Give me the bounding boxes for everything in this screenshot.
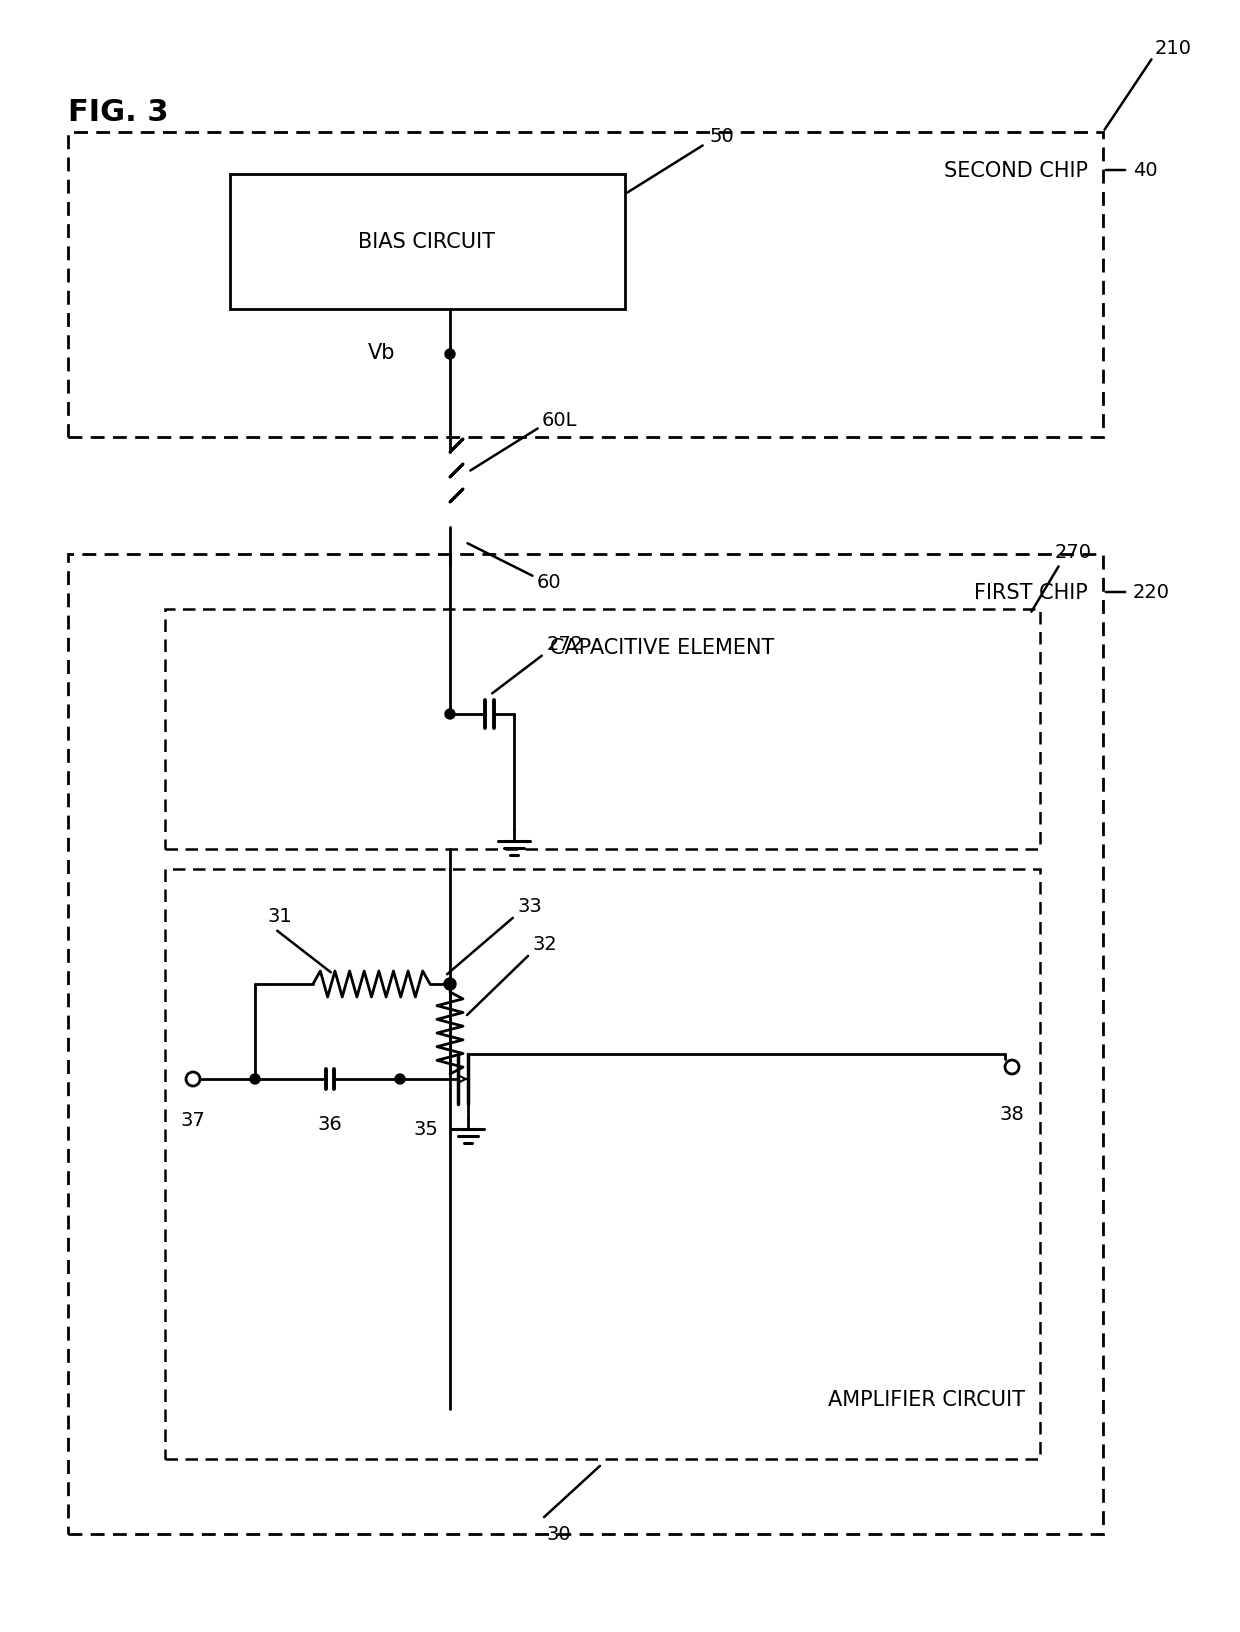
Text: 37: 37	[181, 1110, 206, 1129]
Circle shape	[250, 1074, 260, 1084]
Circle shape	[445, 710, 455, 720]
Bar	[68, 132, 1104, 437]
Bar	[229, 175, 625, 310]
Text: 272: 272	[547, 635, 584, 654]
Text: 33: 33	[518, 898, 543, 916]
Bar	[165, 870, 1040, 1459]
Text: AMPLIFIER CIRCUIT: AMPLIFIER CIRCUIT	[828, 1389, 1025, 1408]
Text: 40: 40	[1133, 162, 1158, 181]
Text: BIAS CIRCUIT: BIAS CIRCUIT	[358, 232, 496, 251]
Text: 32: 32	[533, 935, 558, 955]
Text: Vb: Vb	[367, 343, 396, 362]
Text: 60L: 60L	[542, 410, 578, 429]
Circle shape	[396, 1074, 405, 1084]
Text: CAPACITIVE ELEMENT: CAPACITIVE ELEMENT	[549, 638, 774, 658]
Circle shape	[445, 349, 455, 359]
Text: FIRST CHIP: FIRST CHIP	[975, 583, 1087, 602]
Text: 210: 210	[1154, 39, 1192, 57]
Text: 38: 38	[999, 1105, 1024, 1124]
Text: SECOND CHIP: SECOND CHIP	[944, 162, 1087, 181]
Text: 30: 30	[547, 1524, 572, 1544]
Bar	[165, 610, 1040, 850]
Text: 220: 220	[1133, 583, 1171, 602]
Text: FIG. 3: FIG. 3	[68, 98, 169, 127]
Text: 50: 50	[711, 127, 735, 147]
Text: 60: 60	[537, 573, 562, 592]
Text: 35: 35	[413, 1120, 438, 1139]
Circle shape	[444, 979, 456, 991]
Text: 31: 31	[268, 907, 293, 925]
Bar	[68, 555, 1104, 1534]
Text: 36: 36	[317, 1115, 342, 1134]
Text: 270: 270	[1055, 542, 1092, 561]
